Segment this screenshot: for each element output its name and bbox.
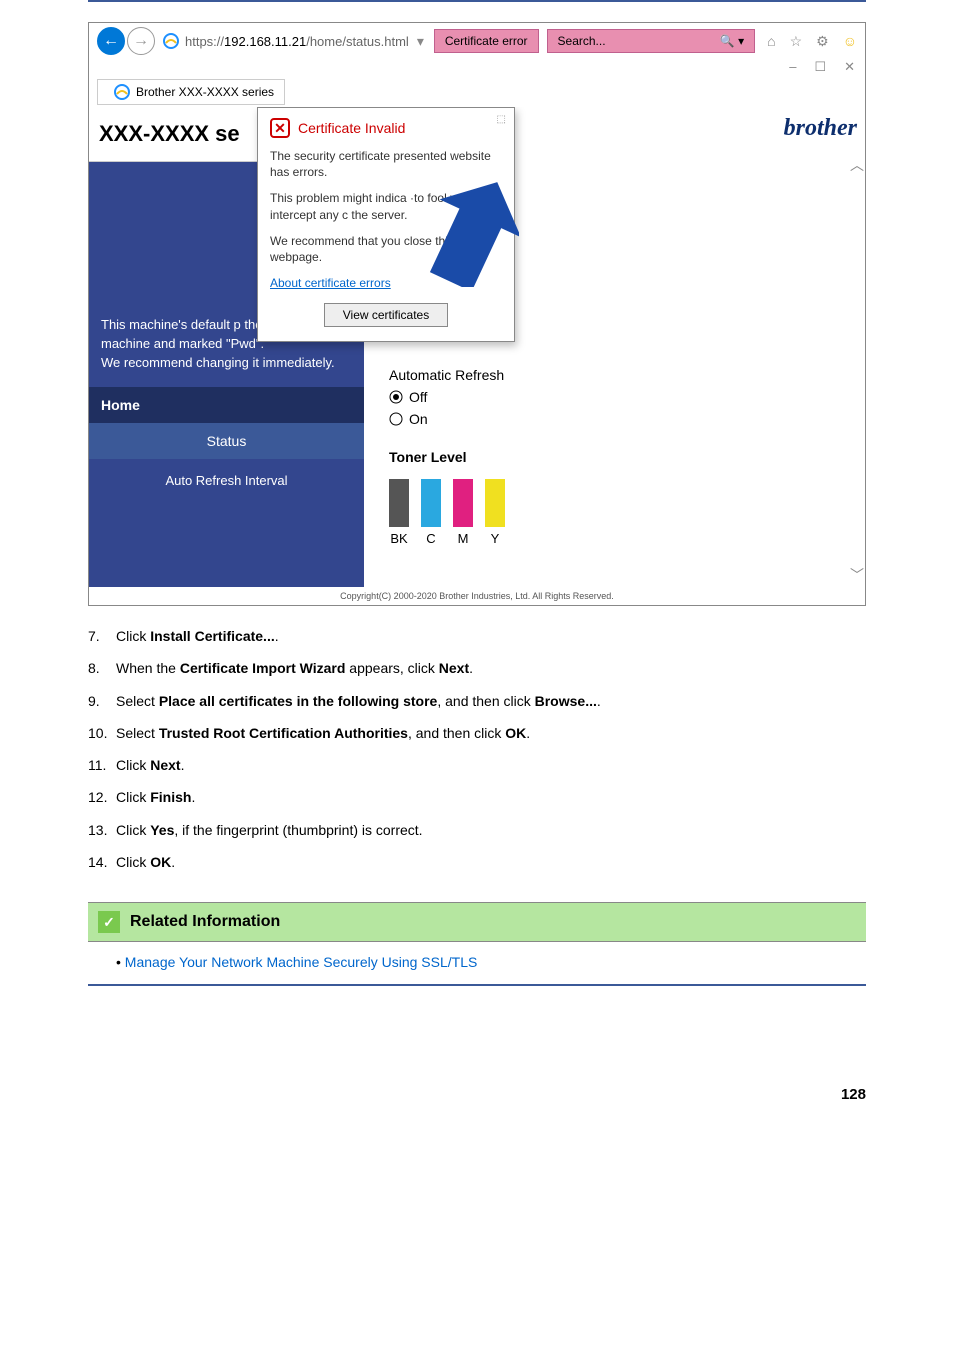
page-number: 128 xyxy=(0,1046,954,1133)
dropdown-icon[interactable]: ▾ xyxy=(417,33,424,50)
instruction-step: 7.Click Install Certificate.... xyxy=(88,626,866,646)
error-icon: ✕ xyxy=(270,118,290,138)
toner-labels: BK CMY xyxy=(389,531,505,546)
main-content: Automatic Refresh Off On Toner Level BK C… xyxy=(389,367,505,546)
popup-title: ✕ Certificate Invalid xyxy=(270,118,502,138)
scroll-down-icon[interactable]: ﹀ xyxy=(849,565,865,585)
arrow-annotation xyxy=(429,177,519,287)
gear-icon[interactable]: ⚙ xyxy=(816,33,829,50)
radio-on[interactable]: On xyxy=(389,411,505,427)
auto-refresh-label: Automatic Refresh xyxy=(389,367,505,383)
minimize-button[interactable]: – xyxy=(789,59,796,75)
screenshot-container: ← → https://192.168.11.21/home/status.ht… xyxy=(88,22,866,606)
radio-off[interactable]: Off xyxy=(389,389,505,405)
copyright-text: Copyright(C) 2000-2020 Brother Industrie… xyxy=(89,587,865,605)
popup-text-1: The security certificate presented websi… xyxy=(270,148,502,180)
smiley-icon[interactable]: ☺ xyxy=(843,33,857,49)
toner-label: Y xyxy=(485,531,505,546)
address-bar[interactable]: https://192.168.11.21/home/status.html xyxy=(185,34,409,49)
related-link[interactable]: Manage Your Network Machine Securely Usi… xyxy=(125,954,478,970)
scroll-up-icon[interactable]: ︿ xyxy=(849,155,865,175)
toner-bar-y xyxy=(485,479,505,527)
search-box[interactable]: Search... 🔍 ▾ xyxy=(547,29,756,53)
sidebar-item-refresh[interactable]: Auto Refresh Interval xyxy=(89,459,364,502)
tab-title: Brother XXX-XXXX series xyxy=(136,85,274,99)
instruction-step: 13.Click Yes, if the fingerprint (thumbp… xyxy=(88,820,866,840)
toner-bar-c xyxy=(421,479,441,527)
window-controls: – ☐ ✕ xyxy=(89,59,865,77)
toner-bar-bk xyxy=(389,479,409,527)
browser-tab[interactable]: Brother XXX-XXXX series xyxy=(97,79,285,105)
instruction-step: 12.Click Finish. xyxy=(88,787,866,807)
view-certificates-button[interactable]: View certificates xyxy=(324,303,448,327)
related-links: Manage Your Network Machine Securely Usi… xyxy=(88,942,866,986)
instruction-step: 11.Click Next. xyxy=(88,755,866,775)
home-icon[interactable]: ⌂ xyxy=(767,33,775,49)
search-icon: 🔍 ▾ xyxy=(720,34,744,48)
instruction-step: 8.When the Certificate Import Wizard app… xyxy=(88,658,866,678)
instruction-list: 7.Click Install Certificate.... 8.When th… xyxy=(88,626,866,872)
related-heading: Related Information xyxy=(130,913,280,931)
toner-bars xyxy=(389,479,505,527)
instruction-step: 10.Select Trusted Root Certification Aut… xyxy=(88,723,866,743)
toner-bar-m xyxy=(453,479,473,527)
sidebar-item-status[interactable]: Status xyxy=(89,423,364,459)
forward-button[interactable]: → xyxy=(127,27,155,55)
brother-logo: brother xyxy=(784,115,857,142)
certificate-error-button[interactable]: Certificate error xyxy=(434,29,539,53)
tab-bar: Brother XXX-XXXX series xyxy=(89,77,865,107)
ie-icon xyxy=(163,33,179,49)
browser-toolbar: ← → https://192.168.11.21/home/status.ht… xyxy=(89,23,865,59)
toner-label: M xyxy=(453,531,473,546)
pin-icon[interactable]: ⬚ xyxy=(497,114,506,125)
check-icon: ✓ xyxy=(98,911,120,933)
instruction-step: 9.Select Place all certificates in the f… xyxy=(88,691,866,711)
sidebar-item-home[interactable]: Home xyxy=(89,387,364,423)
toner-level-heading: Toner Level xyxy=(389,449,505,465)
toner-label: BK xyxy=(389,531,409,546)
favorites-icon[interactable]: ☆ xyxy=(790,33,803,50)
close-button[interactable]: ✕ xyxy=(844,59,855,75)
about-cert-errors-link[interactable]: About certificate errors xyxy=(270,276,391,290)
toner-label: C xyxy=(421,531,441,546)
related-info-bar: ✓ Related Information xyxy=(88,902,866,942)
ie-icon xyxy=(114,84,130,100)
back-button[interactable]: ← xyxy=(97,27,125,55)
instruction-step: 14.Click OK. xyxy=(88,852,866,872)
maximize-button[interactable]: ☐ xyxy=(814,59,826,75)
